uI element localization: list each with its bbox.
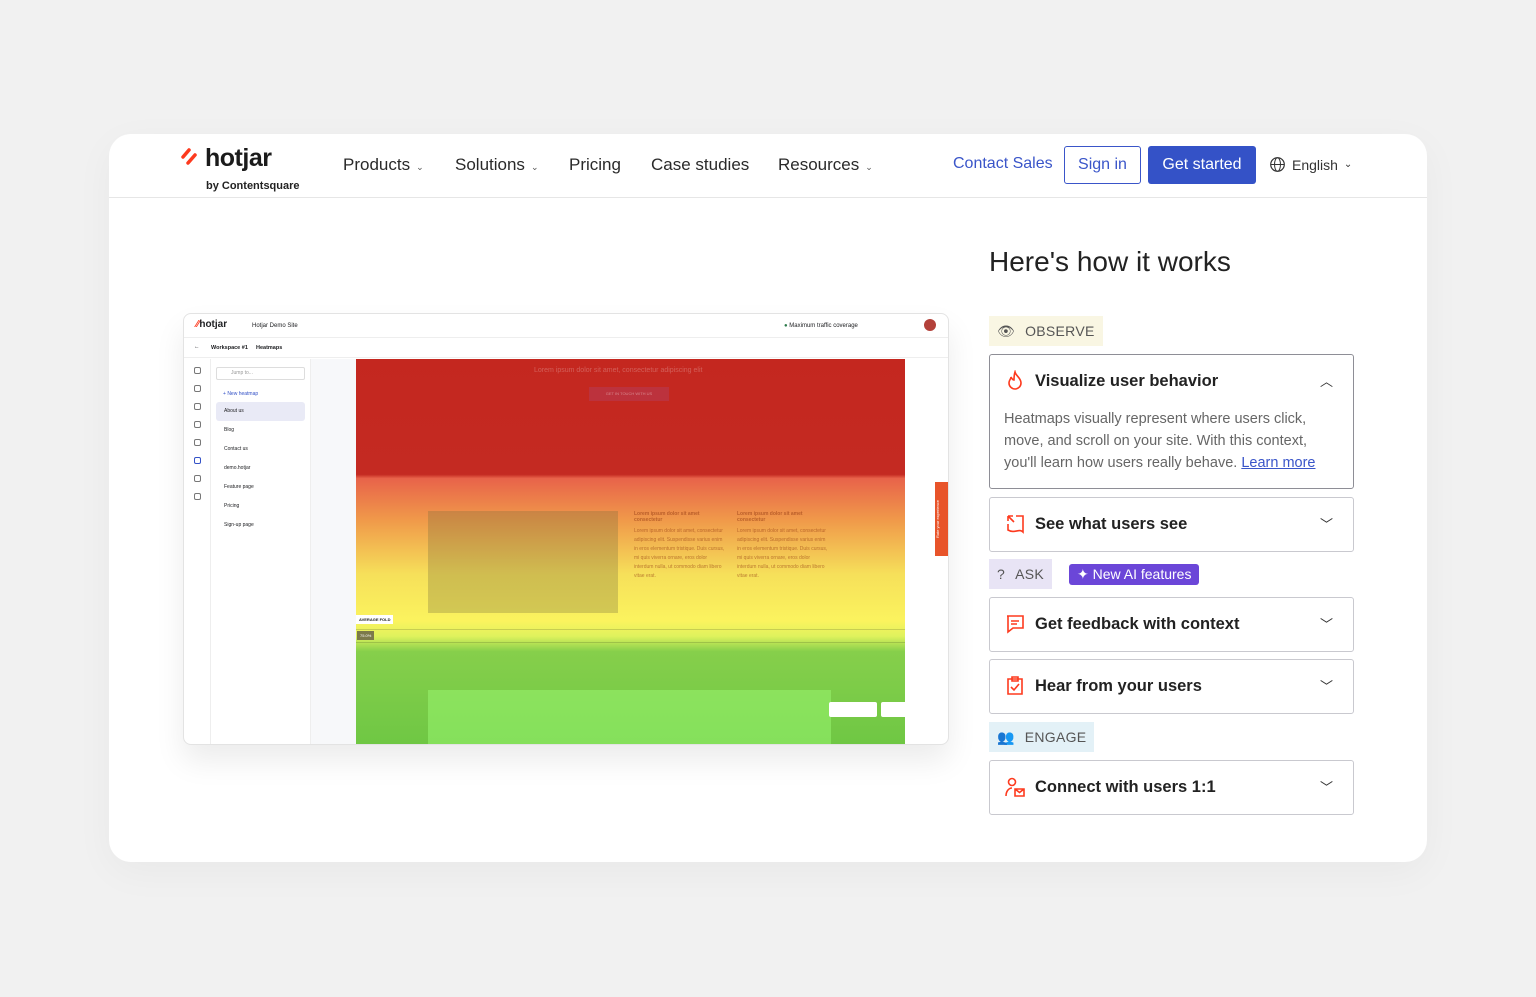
mock-page: Blog [224, 427, 235, 433]
average-fold-label: AVERAGE FOLD [356, 615, 394, 624]
accordion-hear-from-users[interactable]: Hear from your users ﹀ [989, 659, 1354, 714]
globe-icon [1270, 157, 1285, 172]
chevron-down-icon[interactable]: ﹀ [1319, 679, 1333, 694]
language-selector[interactable]: English ⌄ [1269, 156, 1352, 173]
observe-label: 👁 OBSERVE [989, 316, 1103, 346]
chevron-down-icon[interactable]: ﹀ [1319, 517, 1333, 532]
mock-image [428, 511, 618, 613]
device-toggle [829, 702, 877, 717]
chevron-down-icon: ⌄ [416, 162, 424, 172]
fold-percentage: 75.0% [357, 631, 375, 640]
new-ai-features-badge: ✦ New AI features [1069, 564, 1200, 585]
users-icon: 👥 [997, 728, 1015, 745]
mock-page: Contact us [224, 446, 248, 452]
mock-search: Jump to... [216, 367, 305, 380]
mock-new-heatmap: + New heatmap [223, 391, 259, 397]
sparkle-icon: ✦ [1077, 566, 1093, 582]
content-card: hotjar by Contentsquare Products ⌄ Soluti… [109, 134, 1427, 862]
accordion-connect-users[interactable]: Connect with users 1:1 ﹀ [989, 760, 1354, 815]
accordion-visualize[interactable]: Visualize user behavior ︿ Heatmaps visua… [989, 354, 1354, 489]
section-title: Here's how it works [989, 246, 1231, 277]
mock-logo: ⁄⁄hotjar [196, 319, 228, 330]
ask-label: ? ASK [989, 559, 1053, 589]
mock-site-select: Hotjar Demo Site [252, 323, 298, 329]
heatmap-tools [881, 702, 921, 717]
mock-page: Feature page [224, 484, 254, 490]
back-arrow-icon: ← [194, 344, 200, 350]
mock-hero-button: GET IN TOUCH WITH US [589, 387, 669, 401]
mock-hero-text: Lorem ipsum dolor sit amet, consectetur … [534, 367, 703, 374]
engage-label: 👥 ENGAGE [989, 722, 1095, 752]
flame-icon [1008, 370, 1022, 390]
nav-products[interactable]: Products ⌄ [343, 155, 424, 174]
mock-column: Lorem ipsum dolor sit amet consectetur Lo… [634, 511, 725, 579]
breadcrumb-workspace: Workspace #1 [211, 345, 248, 351]
accordion-title: Hear from your users [1035, 677, 1202, 695]
logo-text: hotjar [205, 144, 272, 172]
nav-case-studies[interactable]: Case studies [651, 155, 750, 174]
recording-icon [1007, 515, 1024, 534]
chevron-down-icon: ⌄ [530, 162, 539, 172]
feedback-tab: Rate your experience [935, 482, 948, 556]
heatmap-overlay: Lorem ipsum dolor sit amet, consectetur … [356, 359, 905, 744]
nav-solutions[interactable]: Solutions ⌄ [455, 155, 539, 174]
chevron-down-icon: ⌄ [1343, 159, 1353, 170]
accordion-see-what-users-see[interactable]: See what users see ﹀ [989, 497, 1354, 552]
nav-resources[interactable]: Resources ⌄ [778, 155, 873, 174]
heatmap-screenshot: ⁄⁄hotjar Hotjar Demo Site ● Maximum traf… [183, 313, 949, 745]
mock-coverage: ● Maximum traffic coverage [784, 323, 858, 329]
chevron-down-icon: ⌄ [865, 162, 873, 172]
logo-subtitle: by Contentsquare [206, 180, 300, 192]
contact-sales-link[interactable]: Contact Sales [953, 155, 1053, 172]
mock-column: Lorem ipsum dolor sit amet consectetur Lo… [737, 511, 828, 579]
nav-pricing[interactable]: Pricing [569, 155, 621, 174]
accordion-title: Get feedback with context [1035, 615, 1240, 633]
accordion-get-feedback[interactable]: Get feedback with context ﹀ [989, 597, 1354, 652]
accordion-body: Heatmaps visually represent where users … [1004, 411, 1316, 471]
mock-page: demo.hotjar [224, 465, 251, 471]
eye-icon: 👁 [997, 322, 1016, 339]
accordion-title: Visualize user behavior [1035, 372, 1219, 390]
mock-page: About us [216, 402, 305, 421]
accordion-title: See what users see [1035, 515, 1188, 533]
chevron-up-icon[interactable]: ︿ [1319, 374, 1333, 389]
chevron-down-icon[interactable]: ﹀ [1319, 780, 1333, 795]
chevron-down-icon[interactable]: ﹀ [1319, 617, 1333, 632]
learn-more-link[interactable]: Learn more [1241, 455, 1316, 471]
mock-icon-rail [184, 359, 211, 744]
user-mail-icon [1005, 777, 1025, 797]
breadcrumb-heatmaps: Heatmaps [256, 345, 283, 351]
survey-icon [1007, 676, 1023, 695]
mock-page: Sign-up page [224, 522, 254, 528]
mock-sidebar: Jump to... + New heatmap About us Blog C… [211, 359, 311, 744]
get-started-button[interactable]: Get started [1148, 146, 1256, 184]
feedback-icon [1007, 615, 1024, 634]
accordion-title: Connect with users 1:1 [1035, 778, 1216, 796]
mock-page: Pricing [224, 503, 240, 509]
question-bubble-icon: ? [997, 566, 1006, 582]
site-header: hotjar by Contentsquare Products ⌄ Soluti… [109, 134, 1427, 198]
avatar [924, 319, 936, 331]
sign-in-button[interactable]: Sign in [1064, 146, 1141, 184]
hotjar-mark-icon [181, 148, 197, 165]
